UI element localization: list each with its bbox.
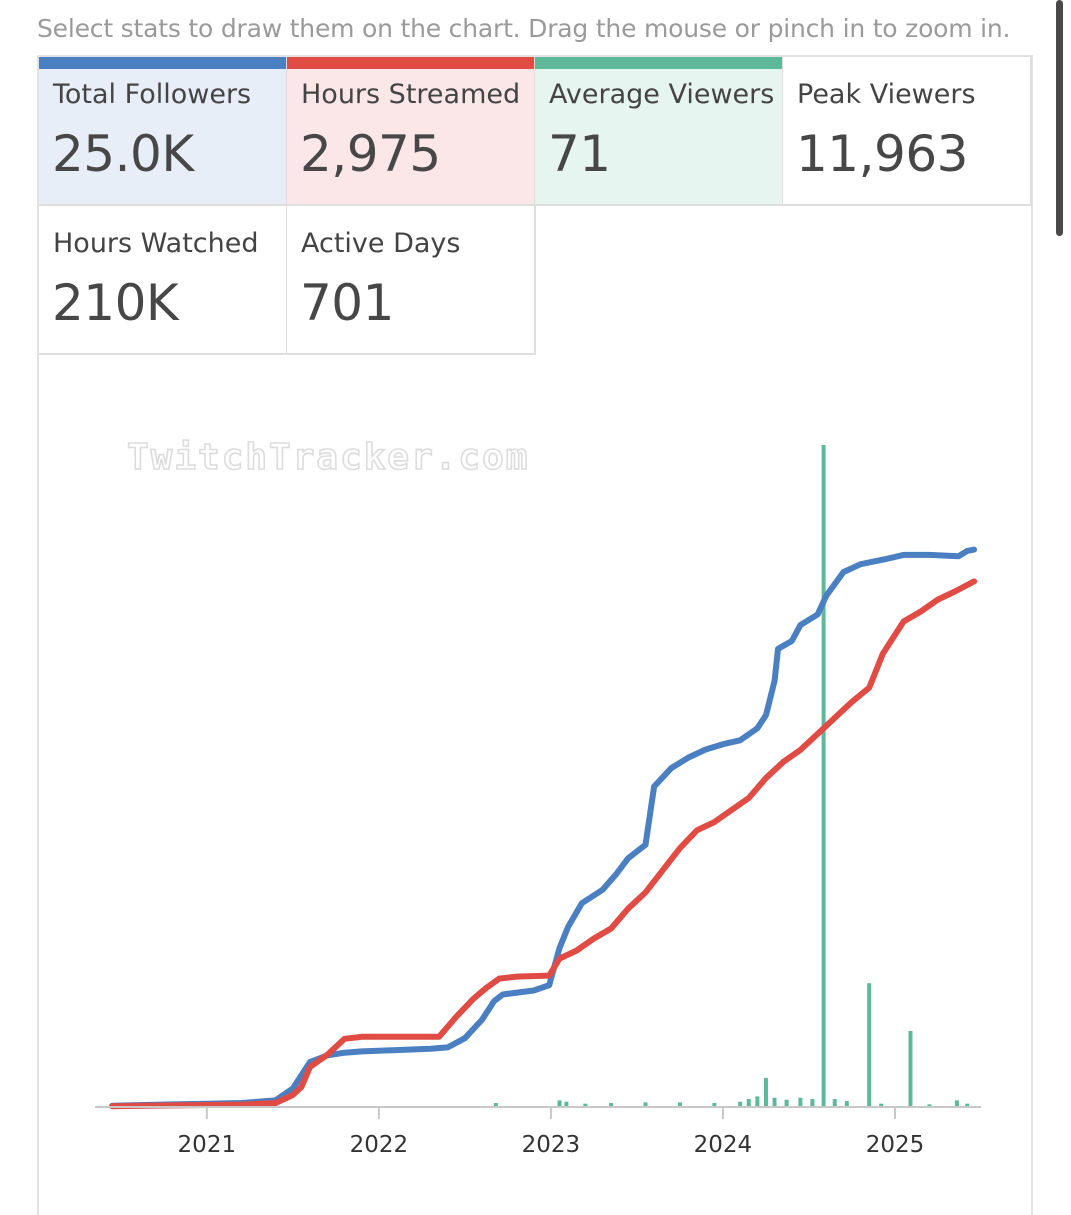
avg-viewers-bar	[493, 1103, 498, 1107]
stat-tile-peak-viewers[interactable]: Peak Viewers 11,963	[783, 57, 1032, 206]
avg-viewers-bar	[867, 983, 872, 1107]
stat-value: 11,963	[796, 125, 968, 183]
avg-viewers-bar	[643, 1102, 648, 1107]
watermark-text: TwitchTracker.com	[127, 437, 529, 478]
stat-label: Hours Watched	[53, 228, 259, 259]
avg-viewers-bar	[784, 1099, 789, 1107]
avg-viewers-bar	[746, 1099, 751, 1107]
stat-value: 2,975	[300, 125, 441, 183]
x-tick-label: 2025	[866, 1132, 925, 1158]
avg-viewers-bar	[564, 1101, 569, 1107]
x-tick-label: 2022	[350, 1132, 409, 1158]
stat-accent-bar	[287, 57, 534, 69]
stat-value: 71	[548, 125, 611, 183]
avg-viewers-bar	[755, 1096, 760, 1107]
stat-label: Hours Streamed	[301, 79, 521, 110]
stat-tile-hours-streamed[interactable]: Hours Streamed 2,975	[287, 57, 536, 206]
avg-viewers-bar	[927, 1104, 932, 1107]
stat-tile-total-followers[interactable]: Total Followers 25.0K	[39, 57, 288, 206]
avg-viewers-bar	[738, 1101, 743, 1107]
stat-tile-average-viewers[interactable]: Average Viewers 71	[535, 57, 784, 206]
avg-viewers-bar	[557, 1100, 562, 1107]
avg-viewers-bar	[908, 1030, 913, 1107]
avg-viewers-bar	[798, 1097, 803, 1107]
x-tick-label: 2024	[694, 1132, 753, 1158]
avg-viewers-bar	[954, 1100, 959, 1107]
avg-viewers-bar	[583, 1103, 588, 1107]
avg-viewers-bar	[609, 1103, 614, 1107]
stat-label: Total Followers	[53, 79, 252, 110]
avg-viewers-bar	[965, 1103, 970, 1107]
x-tick-label: 2021	[178, 1132, 237, 1158]
avg-viewers-bar	[772, 1097, 777, 1107]
avg-viewers-bar	[810, 1099, 815, 1107]
avg-viewers-bar	[821, 445, 826, 1107]
page-scrollbar[interactable]	[1056, 0, 1063, 236]
hours_streamed-line	[109, 578, 978, 1110]
stat-label: Active Days	[301, 228, 461, 259]
stat-value: 701	[300, 274, 394, 332]
stat-value: 25.0K	[52, 125, 194, 183]
x-tick-label: 2023	[522, 1132, 581, 1158]
chart-instructions: Select stats to draw them on the chart. …	[37, 14, 1011, 43]
stats-chart[interactable]: TwitchTracker.com 2021 2022 2023 2024 2025	[39, 57, 1033, 1202]
stat-accent-bar	[535, 57, 782, 69]
followers-line	[109, 546, 978, 1109]
stat-value: 210K	[52, 274, 179, 332]
stat-tile-active-days[interactable]: Active Days 701	[287, 206, 536, 355]
stat-label: Average Viewers	[549, 79, 775, 110]
stats-panel: Total Followers 25.0K Hours Streamed 2,975 A…	[37, 55, 1033, 1215]
stat-label: Peak Viewers	[797, 79, 976, 110]
avg-viewers-bar	[712, 1103, 717, 1107]
stat-accent-bar	[39, 57, 286, 69]
avg-viewers-bar	[677, 1102, 682, 1107]
avg-viewers-bar	[844, 1101, 849, 1107]
avg-viewers-bar	[879, 1103, 884, 1107]
avg-viewers-bar	[763, 1077, 768, 1107]
avg-viewers-bar	[832, 1099, 837, 1107]
